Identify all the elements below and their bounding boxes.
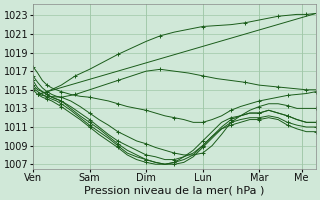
X-axis label: Pression niveau de la mer( hPa ): Pression niveau de la mer( hPa ) bbox=[84, 186, 265, 196]
